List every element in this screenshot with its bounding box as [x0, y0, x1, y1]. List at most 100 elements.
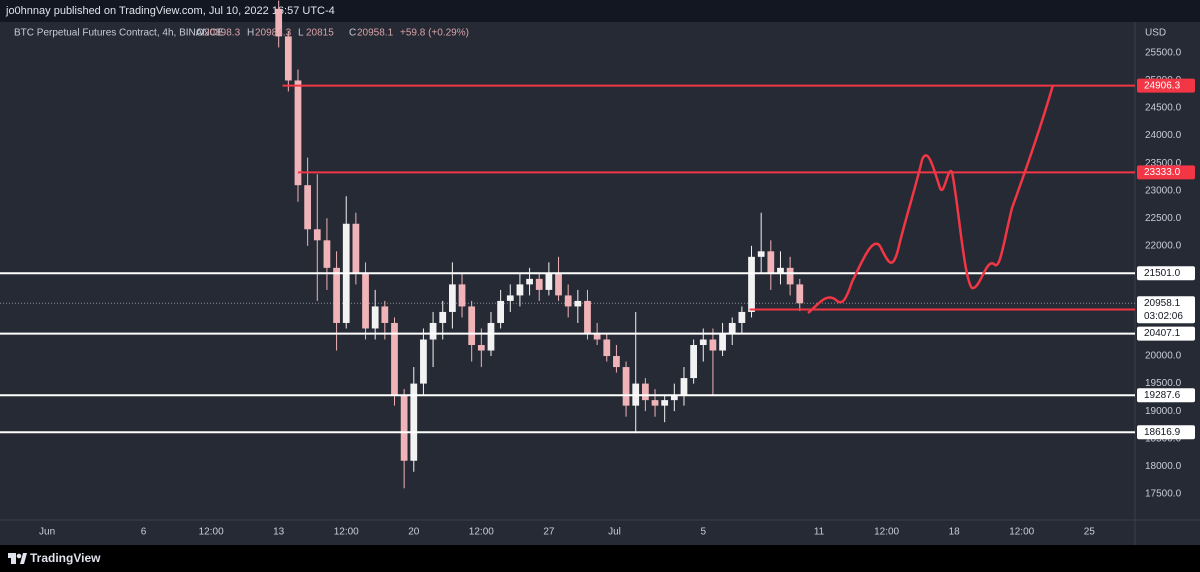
candle-body [516, 284, 524, 296]
y-tick-label: 25500.0 [1145, 48, 1182, 59]
candle-body [719, 333, 726, 351]
last-price-box [1137, 296, 1195, 324]
level-label-box [1137, 326, 1195, 341]
legend-key: C [349, 28, 356, 39]
y-tick-label: 24000.0 [1145, 130, 1182, 141]
x-tick-label: 13 [273, 527, 285, 538]
legend-value: 20815 [306, 28, 334, 39]
candle-body [796, 284, 804, 304]
legend-key: O [196, 28, 204, 39]
candle-body [613, 356, 620, 368]
y-tick-label: 24500.0 [1145, 103, 1182, 114]
legend-value: 20898.3 [204, 28, 241, 39]
x-tick-label: 25 [1084, 527, 1096, 538]
level-label: 23333.0 [1144, 167, 1181, 178]
legend-value: 20958.1 [357, 28, 394, 39]
candle-body [313, 229, 321, 241]
x-tick-label: 6 [141, 527, 147, 538]
y-unit: USD [1145, 28, 1166, 39]
tv-logo [8, 553, 27, 564]
top-bar [0, 0, 1200, 22]
legend-key: L [298, 28, 304, 39]
x-tick-label: 5 [700, 527, 706, 538]
candle-body [555, 273, 562, 296]
candle-body [323, 240, 331, 268]
x-tick-label: 12:00 [469, 527, 494, 538]
x-tick-label: Jul [608, 527, 621, 538]
candle-body [400, 394, 408, 461]
y-tick-label: 19000.0 [1145, 406, 1182, 417]
level-label: 20407.1 [1144, 328, 1181, 339]
candle-body [410, 383, 418, 461]
footer-bar [0, 545, 1200, 572]
candle-body [458, 284, 466, 307]
candle-body [526, 278, 533, 285]
candle-body [304, 185, 312, 230]
candle-body [786, 267, 794, 285]
y-tick-label: 20000.0 [1145, 351, 1182, 362]
candle-body [651, 400, 659, 406]
x-tick-label: 12:00 [334, 527, 359, 538]
level-label: 21501.0 [1144, 268, 1181, 279]
legend: BTC Perpetual Futures Contract, 4h, BINA… [14, 28, 469, 39]
level-label-box [1137, 165, 1195, 180]
candle-body [680, 378, 688, 395]
y-tick-label: 22000.0 [1145, 240, 1182, 251]
chart-bg [0, 22, 1200, 545]
legend-value: 20984.3 [255, 28, 292, 39]
x-tick-label: 11 [814, 527, 825, 538]
level-label-box [1137, 425, 1195, 440]
level-label-box [1137, 388, 1195, 403]
candle-body [564, 295, 572, 307]
x-tick-label: 12:00 [874, 527, 899, 538]
candle-body [381, 306, 389, 323]
y-tick-label: 17500.0 [1145, 488, 1182, 499]
candle-body [468, 306, 476, 346]
level-label: 18616.9 [1144, 427, 1181, 438]
candle-body [429, 322, 437, 340]
candle-body [371, 306, 379, 329]
last-price-label: 20958.1 [1144, 298, 1181, 309]
candle-body [477, 345, 485, 351]
candle-body [284, 36, 292, 81]
x-tick-label: Jun [39, 527, 55, 538]
candle-body [767, 251, 775, 274]
candle-body [294, 80, 302, 186]
x-tick-label: 12:00 [1009, 527, 1034, 538]
legend-change: +59.8 (+0.29%) [400, 28, 469, 39]
candle-body [545, 273, 553, 290]
candle-body [641, 383, 649, 401]
publish-info: jo0hnnay published on TradingView.com, J… [5, 5, 335, 17]
candle-body [362, 273, 369, 329]
y-tick-label: 22500.0 [1145, 213, 1182, 224]
legend-key: H [247, 28, 254, 39]
legend-title: BTC Perpetual Futures Contract, 4h, BINA… [14, 28, 224, 39]
candle-body [603, 339, 611, 357]
candle-body [574, 300, 582, 307]
candle-body [584, 300, 591, 334]
plot [0, 0, 1135, 489]
candle-body [497, 300, 505, 323]
x-tick-label: 18 [949, 527, 961, 538]
x-tick-label: 12:00 [199, 527, 224, 538]
candle-body [709, 339, 717, 351]
candle-body [670, 394, 678, 401]
candle-body [690, 345, 697, 379]
y-tick-label: 23500.0 [1145, 158, 1182, 169]
candle-body [420, 339, 427, 384]
candle-body [593, 333, 601, 340]
candle-body [757, 251, 765, 257]
candle-body [333, 267, 340, 323]
y-tick-label: 18000.0 [1145, 461, 1182, 472]
countdown-label: 03:02:06 [1144, 311, 1183, 322]
candle-body [506, 295, 514, 301]
candle-body [275, 8, 283, 37]
y-tick-label: 19500.0 [1145, 378, 1182, 389]
candle-body [439, 311, 447, 323]
candle-body [699, 339, 707, 346]
x-tick-label: 20 [408, 527, 420, 538]
candle-body [728, 322, 736, 334]
candle-body [487, 322, 495, 351]
candle-body [391, 322, 398, 395]
